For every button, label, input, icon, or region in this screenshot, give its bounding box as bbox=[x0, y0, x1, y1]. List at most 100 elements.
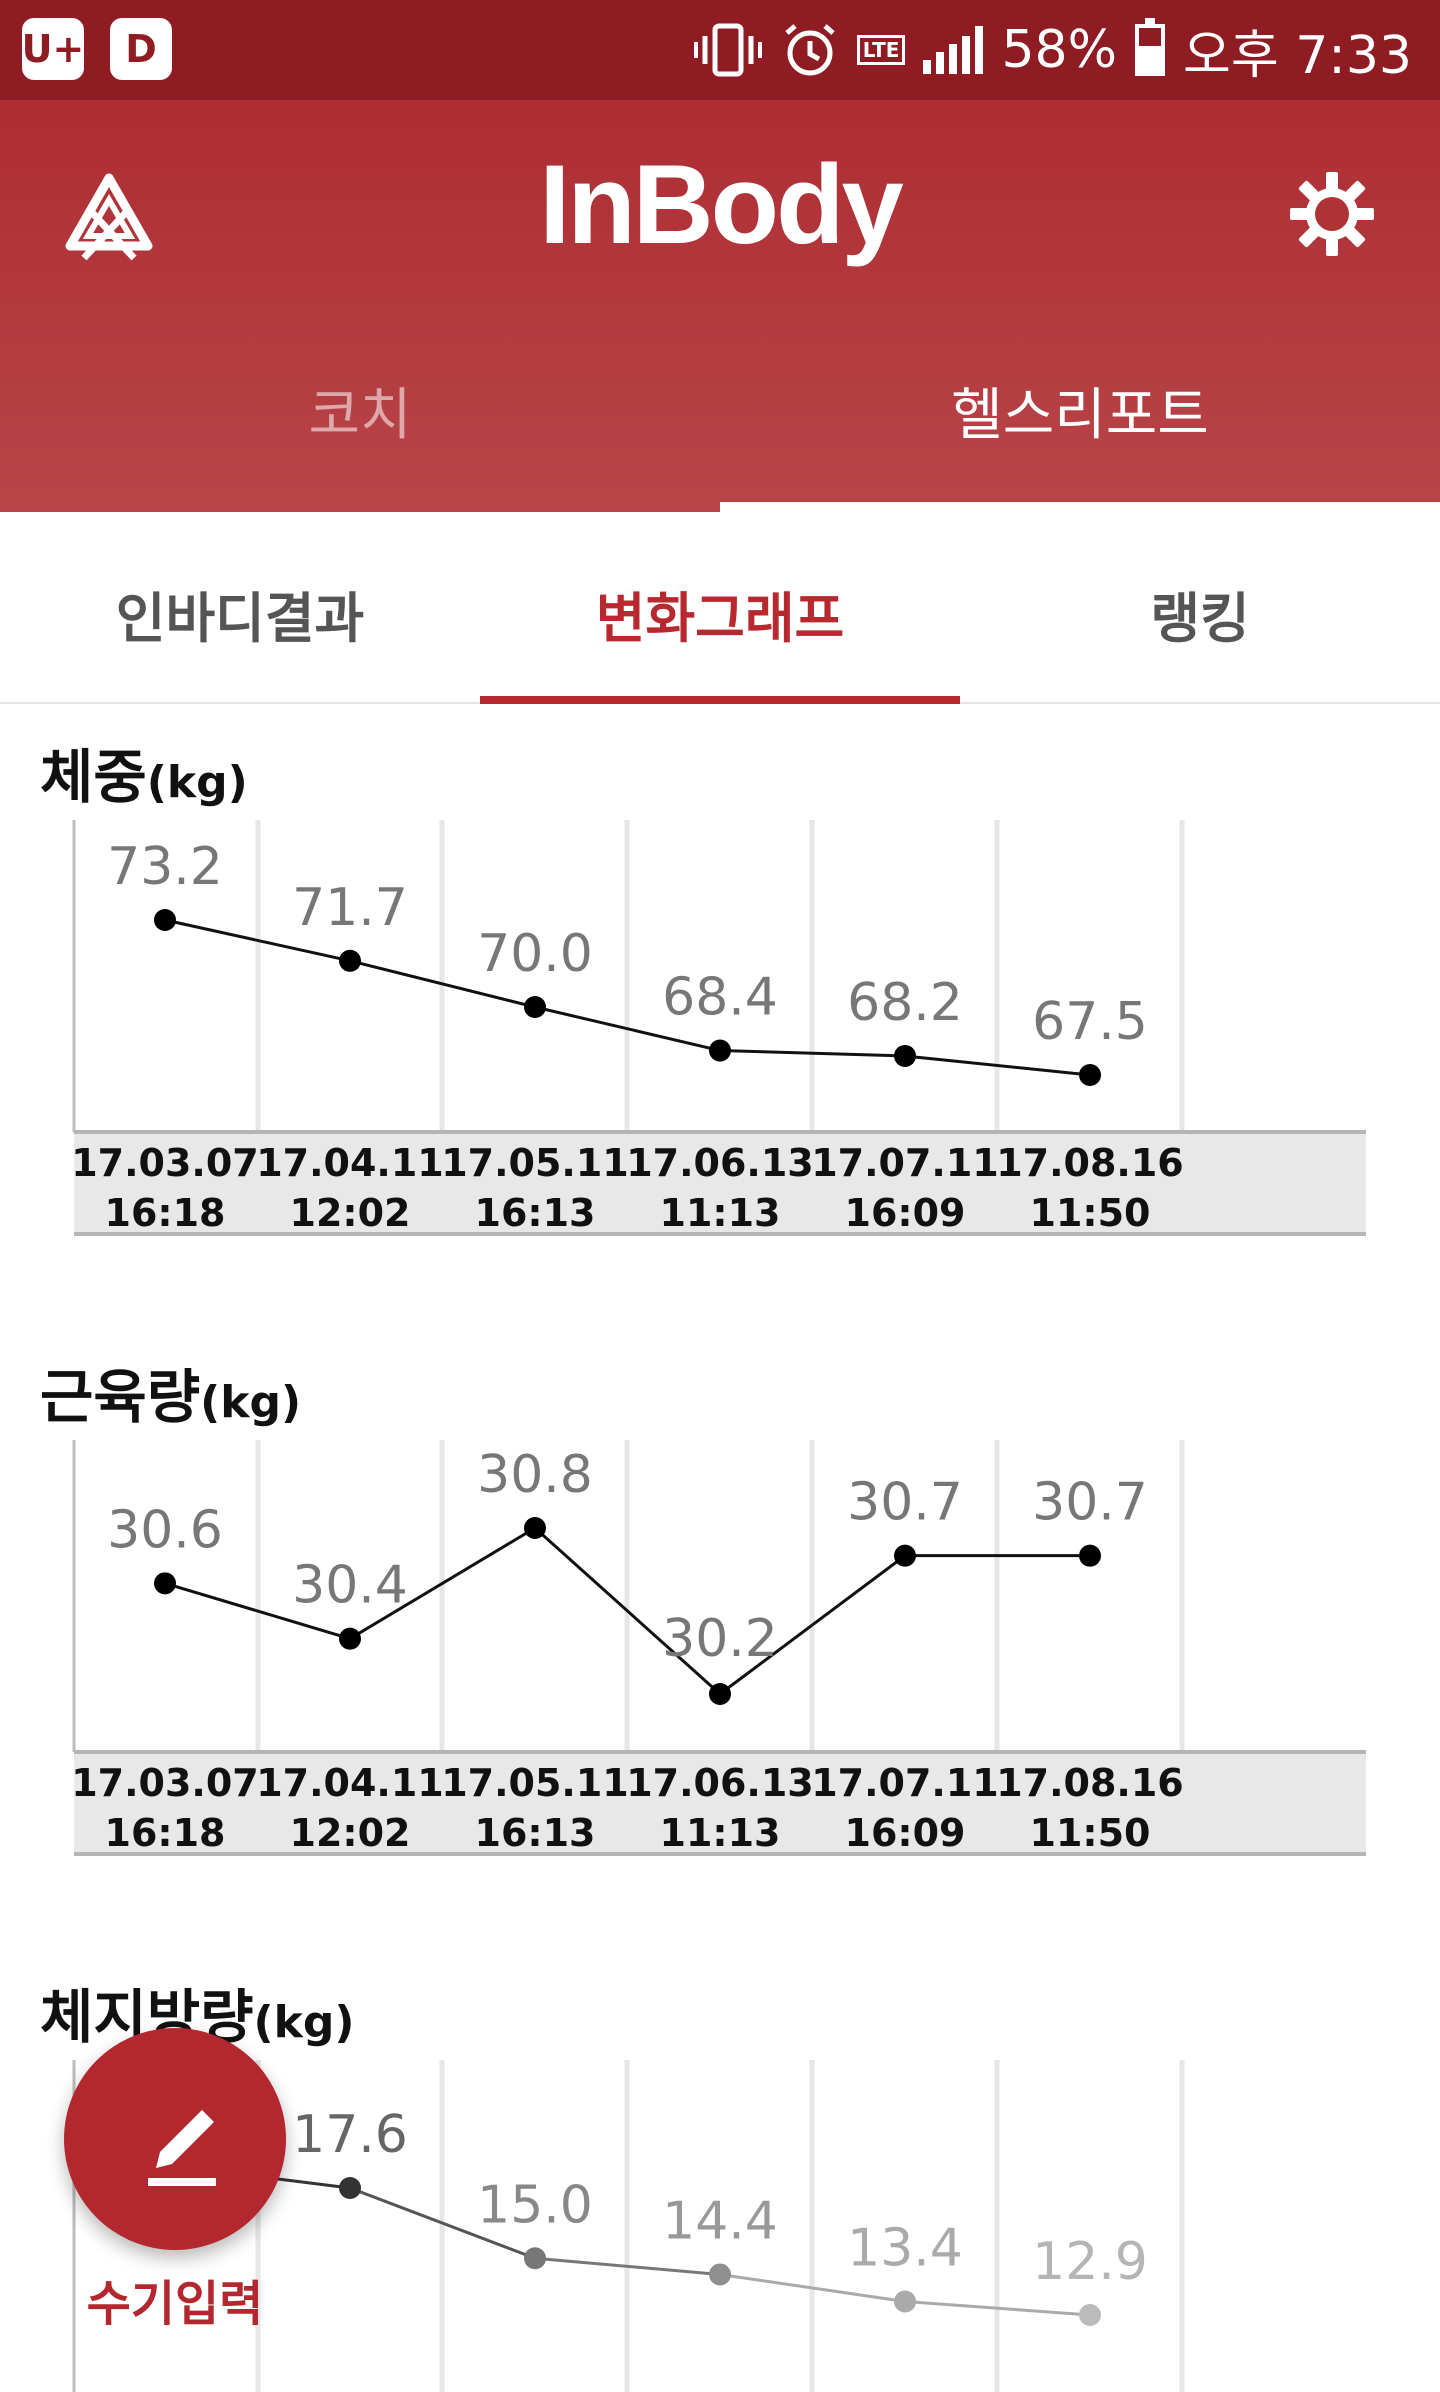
x-tick-time: 16:18 bbox=[105, 1811, 226, 1855]
chart-svg: 17.03.07 16:18 17.04.11 12:02 17.05.11 16:13 1… bbox=[71, 820, 1366, 1236]
pencil-icon bbox=[148, 2110, 216, 2186]
gear-icon[interactable] bbox=[1290, 172, 1374, 256]
lte-icon: LTE bbox=[856, 35, 906, 65]
series-line bbox=[719, 2272, 906, 2303]
data-point[interactable] bbox=[1079, 2304, 1101, 2326]
weight-unit: (kg) bbox=[146, 757, 248, 808]
data-label: 13.4 bbox=[847, 2218, 963, 2278]
data-label: 17.6 bbox=[292, 2105, 408, 2165]
muscle-title: 근육량(kg) bbox=[40, 1350, 301, 1434]
app-bar: InBody 코치 헬스리포트 bbox=[0, 100, 1440, 512]
data-point[interactable] bbox=[709, 1039, 731, 1062]
tab-active-indicator bbox=[720, 502, 1440, 512]
data-point[interactable] bbox=[339, 2177, 361, 2199]
x-tick-time: 12:02 bbox=[290, 1191, 411, 1235]
series-line bbox=[269, 2176, 351, 2190]
data-point[interactable] bbox=[154, 909, 176, 931]
x-tick-time: 11:13 bbox=[660, 1811, 781, 1855]
data-point[interactable] bbox=[339, 949, 361, 972]
manual-input-label[interactable]: 수기입력 bbox=[86, 2276, 264, 2332]
data-label: 30.4 bbox=[292, 1556, 408, 1616]
vibrate-icon bbox=[693, 23, 762, 77]
data-point[interactable] bbox=[709, 1683, 731, 1705]
data-label: 30.7 bbox=[847, 1473, 963, 1533]
x-tick-date: 17.05.11 bbox=[441, 1141, 629, 1185]
battery-icon bbox=[1135, 18, 1166, 76]
series-line bbox=[719, 1554, 906, 1696]
series-line bbox=[719, 1049, 906, 1058]
signal-icon bbox=[923, 26, 984, 74]
x-tick-date: 17.04.11 bbox=[256, 1761, 444, 1805]
x-tick-date: 17.05.11 bbox=[441, 1761, 629, 1805]
x-tick-date: 17.04.11 bbox=[256, 1141, 444, 1185]
muscle-chart: 17.03.07 16:18 17.04.11 12:02 17.05.11 16:13 1… bbox=[0, 1440, 1440, 1860]
manual-input-button[interactable] bbox=[64, 2028, 286, 2250]
x-tick-time: 11:13 bbox=[660, 1191, 781, 1235]
chart-svg: 17.03.07 16:18 17.04.11 12:02 17.05.11 16:13 1… bbox=[71, 1440, 1366, 1856]
series-line bbox=[164, 1581, 351, 1641]
data-label: 70.0 bbox=[477, 924, 593, 984]
x-tick-time: 11:50 bbox=[1030, 1191, 1151, 1235]
series-line bbox=[349, 1526, 536, 1640]
x-tick-time: 11:50 bbox=[1030, 1811, 1151, 1855]
subtab-change-graph[interactable]: 변화그래프 bbox=[595, 587, 845, 650]
data-point[interactable] bbox=[154, 1572, 176, 1595]
status-bar: U+ D LTE 58% 오후 7:33 bbox=[0, 0, 1440, 100]
x-tick-date: 17.03.07 bbox=[71, 1761, 259, 1805]
x-tick-date: 17.03.07 bbox=[71, 1141, 259, 1185]
subtab-active-indicator bbox=[480, 696, 960, 704]
data-point[interactable] bbox=[709, 2263, 731, 2286]
weight-chart: 17.03.07 16:18 17.04.11 12:02 17.05.11 16:13 1… bbox=[0, 820, 1440, 1240]
data-label: 30.8 bbox=[477, 1445, 593, 1505]
sub-tab-bar: 인바디결과 변화그래프 랭킹 bbox=[0, 512, 1440, 704]
d-app-icon: D bbox=[110, 18, 172, 80]
x-tick-date: 17.08.16 bbox=[996, 1761, 1184, 1805]
data-point[interactable] bbox=[524, 1517, 546, 1539]
x-tick-time: 16:09 bbox=[845, 1811, 966, 1855]
subtab-inbody-result[interactable]: 인바디결과 bbox=[115, 587, 365, 650]
x-tick-date: 17.06.13 bbox=[626, 1761, 814, 1805]
data-point[interactable] bbox=[1079, 1064, 1101, 1086]
data-point[interactable] bbox=[524, 2247, 546, 2270]
data-point[interactable] bbox=[894, 1544, 916, 1567]
muscle-title-text: 근육량 bbox=[40, 1363, 201, 1431]
x-tick-time: 16:13 bbox=[475, 1811, 596, 1855]
date-axis-band bbox=[74, 1132, 1366, 1234]
weight-title: 체중(kg) bbox=[40, 730, 248, 814]
uplus-icon: U+ bbox=[22, 18, 84, 80]
data-label: 12.9 bbox=[1032, 2232, 1148, 2292]
data-label: 68.4 bbox=[662, 968, 778, 1028]
app-title: InBody bbox=[539, 142, 904, 267]
data-point[interactable] bbox=[894, 2290, 916, 2313]
data-label: 15.0 bbox=[477, 2175, 593, 2235]
x-tick-date: 17.08.16 bbox=[996, 1141, 1184, 1185]
series-line bbox=[534, 2256, 721, 2276]
data-point[interactable] bbox=[524, 996, 546, 1019]
inbody-triangle-logo-icon[interactable] bbox=[64, 170, 154, 270]
series-line bbox=[904, 1054, 1091, 1077]
x-tick-time: 16:18 bbox=[105, 1191, 226, 1235]
series-line bbox=[533, 1526, 722, 1696]
series-line bbox=[164, 918, 351, 963]
tab-health-report[interactable]: 헬스리포트 bbox=[951, 383, 1209, 448]
data-label: 30.6 bbox=[107, 1500, 223, 1560]
data-label: 67.5 bbox=[1032, 992, 1148, 1052]
data-label: 30.2 bbox=[662, 1609, 778, 1669]
data-point[interactable] bbox=[339, 1627, 361, 1650]
series-line bbox=[349, 2186, 536, 2260]
weight-title-text: 체중 bbox=[40, 743, 147, 811]
tab-coach[interactable]: 코치 bbox=[308, 383, 412, 448]
x-tick-time: 16:09 bbox=[845, 1191, 966, 1235]
x-tick-date: 17.07.11 bbox=[811, 1761, 999, 1805]
alarm-icon bbox=[785, 24, 835, 76]
data-label: 71.7 bbox=[292, 878, 408, 938]
uplus-label: U+ bbox=[21, 27, 85, 71]
d-app-label: D bbox=[125, 27, 157, 71]
battery-percent: 58% bbox=[1001, 20, 1118, 80]
x-tick-date: 17.06.13 bbox=[626, 1141, 814, 1185]
series-line bbox=[534, 1005, 721, 1052]
x-tick-time: 12:02 bbox=[290, 1811, 411, 1855]
data-point[interactable] bbox=[1079, 1544, 1101, 1567]
data-point[interactable] bbox=[894, 1044, 916, 1067]
subtab-ranking[interactable]: 랭킹 bbox=[1150, 587, 1250, 650]
